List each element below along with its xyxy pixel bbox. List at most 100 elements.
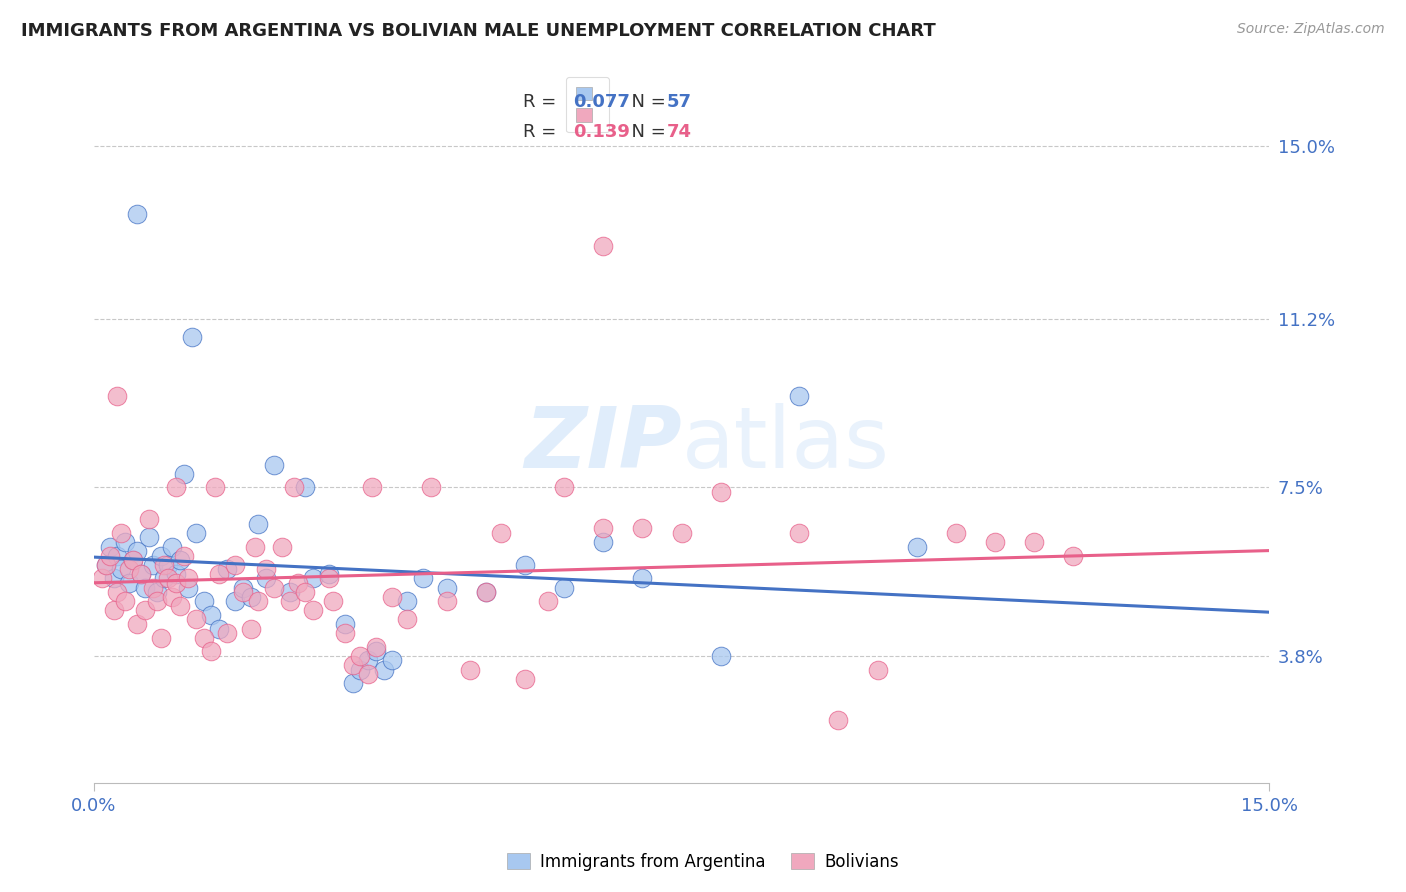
Point: [118, 562, 141, 576]
Text: 57: 57: [666, 93, 692, 112]
Point: [184, 525, 207, 540]
Point: [263, 581, 285, 595]
Point: [217, 562, 239, 576]
Point: [224, 558, 246, 572]
Point: [283, 480, 305, 494]
Point: [200, 644, 222, 658]
Point: [208, 622, 231, 636]
Point: [114, 594, 136, 608]
Point: [412, 571, 434, 585]
Text: 0.139: 0.139: [574, 123, 630, 141]
Point: [129, 566, 152, 581]
Point: [474, 585, 496, 599]
Point: [177, 581, 200, 595]
Text: N =: N =: [620, 123, 672, 141]
Point: [107, 585, 129, 599]
Point: [710, 648, 733, 663]
Point: [232, 585, 254, 599]
Point: [193, 631, 215, 645]
Legend: Immigrants from Argentina, Bolivians: Immigrants from Argentina, Bolivians: [499, 845, 907, 880]
Point: [357, 653, 380, 667]
Point: [138, 512, 160, 526]
Point: [247, 594, 270, 608]
Point: [631, 571, 654, 585]
Point: [110, 562, 132, 576]
Point: [200, 607, 222, 622]
Point: [193, 594, 215, 608]
Point: [373, 663, 395, 677]
Point: [129, 566, 152, 581]
Point: [287, 576, 309, 591]
Point: [107, 389, 129, 403]
Text: R =: R =: [523, 93, 562, 112]
Point: [263, 458, 285, 472]
Point: [631, 521, 654, 535]
Point: [1062, 549, 1084, 563]
Point: [162, 540, 184, 554]
Point: [145, 585, 167, 599]
Point: [349, 663, 371, 677]
Point: [157, 571, 180, 585]
Point: [125, 544, 148, 558]
Point: [364, 640, 387, 654]
Point: [173, 467, 195, 481]
Point: [513, 558, 536, 572]
Point: [122, 553, 145, 567]
Point: [180, 330, 202, 344]
Text: 0.077: 0.077: [574, 93, 630, 112]
Point: [294, 480, 316, 494]
Point: [945, 525, 967, 540]
Point: [122, 553, 145, 567]
Point: [787, 525, 810, 540]
Point: [364, 644, 387, 658]
Point: [173, 549, 195, 563]
Text: N =: N =: [620, 93, 672, 112]
Point: [165, 566, 187, 581]
Point: [138, 531, 160, 545]
Point: [342, 657, 364, 672]
Point: [710, 484, 733, 499]
Point: [208, 566, 231, 581]
Point: [361, 480, 384, 494]
Point: [592, 239, 614, 253]
Point: [90, 571, 112, 585]
Point: [333, 626, 356, 640]
Text: Source: ZipAtlas.com: Source: ZipAtlas.com: [1237, 22, 1385, 37]
Point: [165, 480, 187, 494]
Point: [110, 525, 132, 540]
Text: atlas: atlas: [682, 403, 890, 486]
Point: [491, 525, 513, 540]
Point: [232, 581, 254, 595]
Point: [217, 626, 239, 640]
Point: [125, 617, 148, 632]
Point: [169, 599, 191, 613]
Point: [134, 603, 156, 617]
Point: [342, 676, 364, 690]
Point: [302, 603, 325, 617]
Text: R =: R =: [523, 123, 568, 141]
Point: [458, 663, 481, 677]
Point: [254, 562, 277, 576]
Point: [157, 558, 180, 572]
Point: [905, 540, 928, 554]
Point: [94, 558, 117, 572]
Point: [278, 594, 301, 608]
Point: [537, 594, 560, 608]
Point: [436, 594, 458, 608]
Point: [98, 549, 121, 563]
Point: [204, 480, 226, 494]
Text: IMMIGRANTS FROM ARGENTINA VS BOLIVIAN MALE UNEMPLOYMENT CORRELATION CHART: IMMIGRANTS FROM ARGENTINA VS BOLIVIAN MA…: [21, 22, 936, 40]
Point: [322, 594, 344, 608]
Point: [103, 571, 125, 585]
Point: [165, 576, 187, 591]
Point: [134, 581, 156, 595]
Point: [98, 540, 121, 554]
Point: [118, 576, 141, 591]
Legend: , : ,: [567, 78, 609, 133]
Point: [318, 571, 340, 585]
Point: [984, 535, 1007, 549]
Point: [294, 585, 316, 599]
Point: [149, 631, 172, 645]
Text: 74: 74: [666, 123, 692, 141]
Point: [419, 480, 441, 494]
